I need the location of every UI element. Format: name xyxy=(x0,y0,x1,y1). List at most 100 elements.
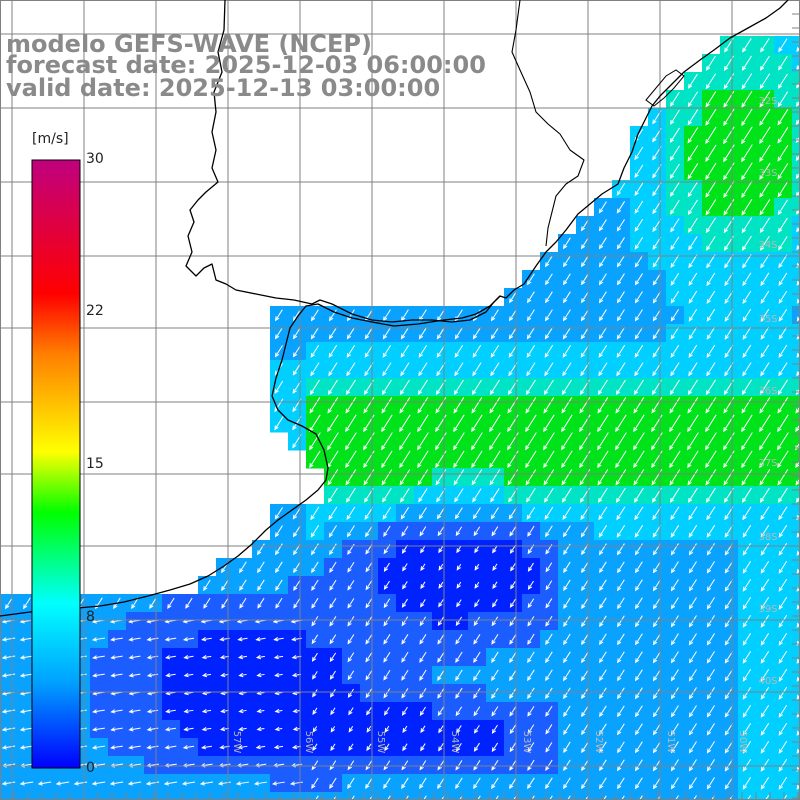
wind-arrow-shaft xyxy=(437,309,445,321)
wind-arrow xyxy=(563,579,571,592)
wind-arrow-head xyxy=(543,445,548,451)
wind-arrow xyxy=(778,236,788,251)
wind-arrow xyxy=(705,199,717,216)
wind-arrow-shaft xyxy=(312,743,318,751)
wind-arrow-head xyxy=(527,694,532,700)
wind-arrow-head xyxy=(274,514,280,520)
wind-arrow-head xyxy=(563,784,568,790)
wind-arrow xyxy=(669,487,680,503)
wind-arrow xyxy=(310,309,319,322)
wind-arrow-shaft xyxy=(706,326,716,340)
wind-arrow-head xyxy=(687,120,692,126)
wind-arrow-head xyxy=(473,657,478,663)
wind-arrow-shaft xyxy=(687,469,699,485)
wind-arrow-head xyxy=(474,548,479,554)
wind-arrow-head xyxy=(563,640,568,646)
wind-arrow xyxy=(617,597,625,610)
wind-arrow xyxy=(688,579,697,592)
wind-arrow xyxy=(437,634,445,645)
wind-arrow xyxy=(741,180,753,199)
wind-arrow xyxy=(383,760,391,771)
wind-arrow xyxy=(567,795,571,800)
wind-arrow xyxy=(491,759,499,771)
wind-arrow-head xyxy=(634,550,640,556)
wind-arrow-shaft xyxy=(707,597,715,609)
wind-arrow xyxy=(92,655,105,660)
wind-arrow xyxy=(633,379,644,395)
wind-arrow xyxy=(365,652,373,663)
wind-arrow xyxy=(273,654,284,660)
wind-arrow-head xyxy=(490,352,495,358)
wind-arrow-head xyxy=(777,390,783,396)
wind-arrow-head xyxy=(437,711,443,717)
wind-arrow-shaft xyxy=(617,597,625,609)
wind-arrow xyxy=(1,673,16,678)
wind-arrow-shaft xyxy=(599,561,607,573)
wind-arrow xyxy=(346,487,356,503)
wind-arrow-shaft xyxy=(581,561,589,573)
wind-arrow-shaft xyxy=(418,379,428,395)
wind-arrow-shaft xyxy=(777,450,789,468)
wind-arrow xyxy=(598,506,608,521)
wind-arrow-shaft xyxy=(635,615,643,627)
wind-arrow-shaft xyxy=(580,344,590,358)
wind-arrow xyxy=(652,705,661,718)
wind-arrow-shaft xyxy=(309,450,321,468)
wind-arrow xyxy=(599,561,607,574)
wind-arrow-shaft xyxy=(741,199,753,215)
wind-arrow-shaft xyxy=(292,507,302,519)
wind-arrow xyxy=(274,726,283,732)
wind-arrow-shaft xyxy=(365,760,373,770)
wind-arrow-shaft xyxy=(93,655,105,659)
wind-arrow xyxy=(183,672,194,678)
wind-arrow-shaft xyxy=(491,616,499,626)
wind-arrow xyxy=(778,578,788,592)
wind-arrow xyxy=(346,344,356,358)
wind-arrow-shaft xyxy=(689,759,697,771)
wind-arrow-head xyxy=(293,568,298,574)
wind-arrow-shaft xyxy=(382,362,392,376)
wind-arrow-shaft xyxy=(707,669,715,681)
wind-arrow-shaft xyxy=(131,597,139,609)
wind-arrow-head xyxy=(724,532,729,538)
wind-arrow-head xyxy=(526,497,531,503)
wind-arrow xyxy=(419,526,427,537)
wind-arrow xyxy=(419,706,426,716)
wind-arrow-head xyxy=(706,515,711,521)
wind-arrow xyxy=(724,723,734,736)
wind-arrow-head xyxy=(128,655,134,660)
wind-arrow-head xyxy=(400,334,406,340)
wind-arrow-shaft xyxy=(796,351,800,358)
wind-arrow xyxy=(255,637,266,642)
wind-arrow-head xyxy=(723,175,728,181)
wind-arrow-shaft xyxy=(653,687,661,699)
wind-arrow-head xyxy=(275,316,280,322)
wind-arrow-head xyxy=(91,637,98,642)
wind-arrow xyxy=(508,344,518,358)
wind-arrow-head xyxy=(598,316,604,322)
wind-arrow-head xyxy=(742,676,748,682)
wind-arrow xyxy=(365,580,373,591)
wind-arrow xyxy=(617,579,625,592)
wind-arrow xyxy=(670,561,679,574)
wind-arrow-head xyxy=(275,603,280,609)
wind-arrow-shaft xyxy=(146,781,160,785)
wind-arrow-shaft xyxy=(796,531,800,538)
wind-arrow-shaft xyxy=(795,153,800,161)
colorbar-tick-label: 22 xyxy=(86,303,104,319)
wind-arrow-shaft xyxy=(274,745,284,749)
wind-arrow-shaft xyxy=(490,362,500,376)
longitude-label: 52W xyxy=(593,731,604,754)
wind-arrow-head xyxy=(183,708,189,714)
wind-arrow xyxy=(741,414,753,433)
wind-arrow xyxy=(145,781,160,786)
wind-arrow-head xyxy=(705,65,711,71)
wind-arrow xyxy=(419,760,427,771)
wind-arrow xyxy=(347,777,355,790)
wind-arrow xyxy=(347,760,355,771)
wind-arrow-head xyxy=(778,65,783,71)
wind-arrow-shaft xyxy=(653,309,661,321)
wind-arrow xyxy=(330,743,336,752)
wind-arrow xyxy=(580,291,589,304)
wind-arrow-shaft xyxy=(778,560,788,574)
